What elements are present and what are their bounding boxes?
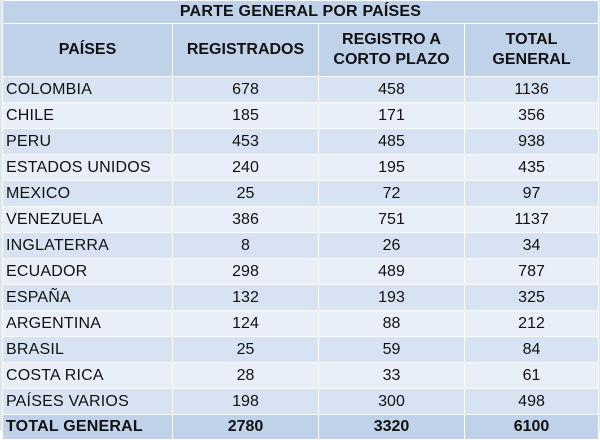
total-total-general: 6100 (463, 414, 600, 440)
table-row: PERU 453 485 938 (2, 128, 600, 155)
total-general-cell: 498 (463, 388, 600, 415)
table-row: PAÍSES VARIOS 198 300 498 (2, 388, 600, 415)
table-header-row: PAÍSES REGISTRADOS REGISTRO A CORTO PLAZ… (2, 23, 600, 77)
corto-plazo-cell: 485 (318, 128, 465, 155)
total-general-cell: 61 (463, 362, 600, 389)
table-row: COSTA RICA 28 33 61 (2, 362, 600, 389)
registrados-cell: 25 (172, 336, 319, 363)
corto-plazo-cell: 171 (318, 102, 465, 129)
registrados-cell: 453 (172, 128, 319, 155)
total-general-cell: 435 (463, 154, 600, 181)
country-cell: CHILE (2, 102, 173, 129)
corto-plazo-cell: 72 (318, 180, 465, 207)
corto-plazo-cell: 751 (318, 206, 465, 233)
registrados-cell: 8 (172, 232, 319, 259)
header-registrados: REGISTRADOS (172, 23, 319, 77)
total-general-cell: 34 (463, 232, 600, 259)
registrados-cell: 132 (172, 284, 319, 311)
table-row: ESPAÑA 132 193 325 (2, 284, 600, 311)
registrados-cell: 386 (172, 206, 319, 233)
total-general-cell: 787 (463, 258, 600, 285)
table-row: ECUADOR 298 489 787 (2, 258, 600, 285)
table-row: ARGENTINA 124 88 212 (2, 310, 600, 337)
registrados-cell: 678 (172, 76, 319, 103)
corto-plazo-cell: 193 (318, 284, 465, 311)
country-cell: VENEZUELA (2, 206, 173, 233)
corto-plazo-cell: 26 (318, 232, 465, 259)
registrados-cell: 240 (172, 154, 319, 181)
total-general-cell: 938 (463, 128, 600, 155)
total-general-cell: 212 (463, 310, 600, 337)
total-row: TOTAL GENERAL 2780 3320 6100 (2, 414, 600, 440)
registrados-cell: 25 (172, 180, 319, 207)
registrados-cell: 124 (172, 310, 319, 337)
table-row: INGLATERRA 8 26 34 (2, 232, 600, 259)
corto-plazo-cell: 88 (318, 310, 465, 337)
header-total-general: TOTAL GENERAL (463, 23, 600, 77)
registrados-cell: 28 (172, 362, 319, 389)
country-cell: COSTA RICA (2, 362, 173, 389)
country-cell: ARGENTINA (2, 310, 173, 337)
table-row: COLOMBIA 678 458 1136 (2, 76, 600, 103)
registrados-cell: 198 (172, 388, 319, 415)
country-cell: BRASIL (2, 336, 173, 363)
table-body: COLOMBIA 678 458 1136 CHILE 185 171 356 PERU 453 4… (2, 76, 600, 415)
total-label: TOTAL GENERAL (2, 414, 173, 440)
table-title: PARTE GENERAL POR PAÍSES (1, 0, 600, 24)
corto-plazo-cell: 300 (318, 388, 465, 415)
total-general-cell: 356 (463, 102, 600, 129)
country-cell: COLOMBIA (2, 76, 173, 103)
country-cell: ESPAÑA (2, 284, 173, 311)
header-corto-plazo: REGISTRO A CORTO PLAZO (318, 23, 465, 77)
table-row: MEXICO 25 72 97 (2, 180, 600, 207)
table-row: VENEZUELA 386 751 1137 (2, 206, 600, 233)
country-cell: ESTADOS UNIDOS (2, 154, 173, 181)
country-cell: PERU (2, 128, 173, 155)
total-general-cell: 325 (463, 284, 600, 311)
total-general-cell: 97 (463, 180, 600, 207)
corto-plazo-cell: 458 (318, 76, 465, 103)
total-general-cell: 84 (463, 336, 600, 363)
corto-plazo-cell: 59 (318, 336, 465, 363)
registrados-cell: 298 (172, 258, 319, 285)
total-corto-plazo: 3320 (318, 414, 465, 440)
table-row: ESTADOS UNIDOS 240 195 435 (2, 154, 600, 181)
total-registrados: 2780 (172, 414, 319, 440)
total-general-cell: 1136 (463, 76, 600, 103)
country-cell: PAÍSES VARIOS (2, 388, 173, 415)
header-paises: PAÍSES (2, 23, 173, 77)
country-cell: MEXICO (2, 180, 173, 207)
table-title-row: PARTE GENERAL POR PAÍSES (1, 0, 600, 24)
corto-plazo-cell: 33 (318, 362, 465, 389)
corto-plazo-cell: 489 (318, 258, 465, 285)
registrados-cell: 185 (172, 102, 319, 129)
total-general-cell: 1137 (463, 206, 600, 233)
corto-plazo-cell: 195 (318, 154, 465, 181)
country-cell: INGLATERRA (2, 232, 173, 259)
table-row: BRASIL 25 59 84 (2, 336, 600, 363)
table-row: CHILE 185 171 356 (2, 102, 600, 129)
country-cell: ECUADOR (2, 258, 173, 285)
